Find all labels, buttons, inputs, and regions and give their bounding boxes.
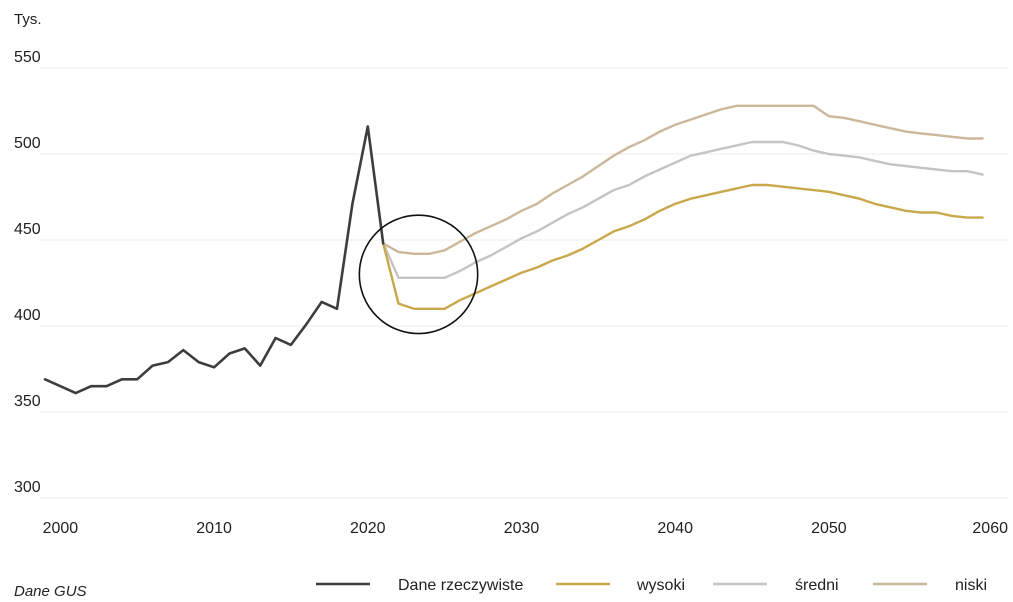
- y-tick-label: 500: [14, 135, 41, 152]
- legend-label: niski: [955, 577, 987, 594]
- highlight-circle: [358, 214, 479, 335]
- legend-label: wysoki: [636, 577, 685, 594]
- x-tick-label: 2050: [811, 520, 847, 537]
- y-tick-label: 550: [14, 49, 41, 66]
- y-axis-unit-label: Tys.: [14, 11, 42, 28]
- series-line-wysoki: [382, 183, 984, 310]
- y-tick-label: 300: [14, 479, 41, 496]
- data-source-label: Dane GUS: [14, 583, 87, 597]
- series-line-niski: [382, 104, 984, 255]
- series-line-dane-rzeczywiste: [43, 125, 385, 395]
- highlight-annotation: [358, 214, 479, 335]
- y-tick-label: 400: [14, 307, 41, 324]
- series-lines: [43, 104, 984, 395]
- y-tick-label: 450: [14, 221, 41, 238]
- x-tick-label: 2060: [972, 520, 1008, 537]
- legend: Dane rzeczywiste wysoki średni niski: [316, 577, 987, 594]
- x-axis-ticks: 2000 2010 2020 2030 2040 2050 2060: [43, 520, 1009, 537]
- legend-label: Dane rzeczywiste: [398, 577, 523, 594]
- x-tick-label: 2000: [43, 520, 79, 537]
- series-line-średni: [382, 140, 984, 279]
- y-axis-ticks: 300 350 400 450 500 550: [14, 49, 41, 496]
- y-tick-label: 350: [14, 393, 41, 410]
- x-tick-label: 2030: [504, 520, 540, 537]
- x-tick-label: 2010: [196, 520, 232, 537]
- x-tick-label: 2020: [350, 520, 386, 537]
- legend-label: średni: [795, 577, 839, 594]
- x-tick-label: 2040: [657, 520, 693, 537]
- gridlines: [40, 67, 1008, 499]
